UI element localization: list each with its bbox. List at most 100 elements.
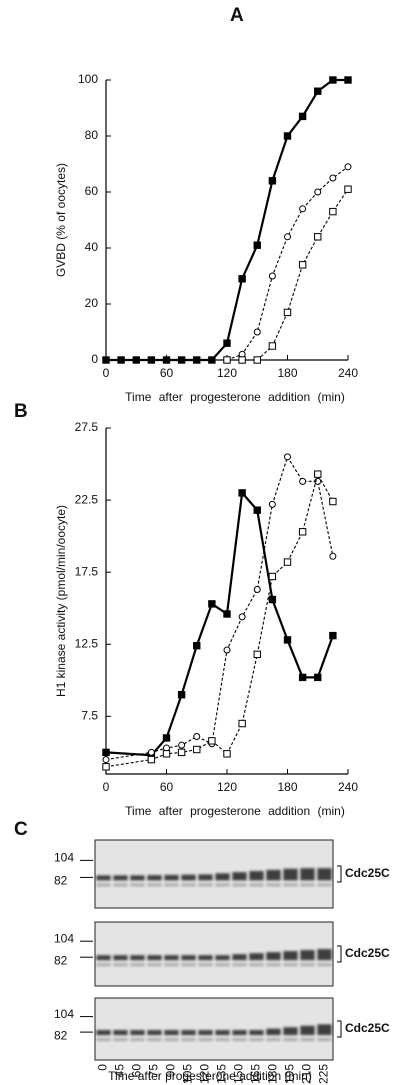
band — [130, 955, 145, 961]
panel-label: B — [14, 401, 28, 422]
band — [147, 875, 162, 881]
x-tick-label: 0 — [103, 780, 110, 794]
panel-label: C — [14, 819, 28, 840]
series-line — [106, 78, 348, 362]
mw-marker: 104 — [54, 931, 74, 945]
band — [317, 1024, 332, 1036]
band — [317, 868, 332, 881]
marker — [162, 356, 171, 364]
marker — [268, 272, 276, 280]
marker — [208, 356, 216, 364]
marker — [298, 112, 307, 121]
marker — [344, 163, 352, 171]
marker — [238, 489, 246, 497]
band — [164, 963, 179, 967]
y-tick-label: 22.5 — [75, 492, 99, 506]
band — [181, 1030, 196, 1036]
band — [232, 1030, 247, 1036]
band — [266, 869, 281, 881]
band — [266, 1038, 281, 1042]
bracket — [337, 945, 342, 963]
band — [232, 1038, 247, 1042]
marker — [208, 600, 216, 608]
marker — [329, 497, 337, 506]
x-tick-label: 180 — [277, 780, 297, 794]
band — [130, 1030, 145, 1036]
marker — [253, 585, 261, 593]
band — [147, 963, 162, 967]
mw-marker: 104 — [54, 851, 74, 865]
y-tick-label: 12.5 — [75, 636, 99, 650]
marker — [298, 528, 307, 536]
y-tick-label: 27.5 — [75, 420, 99, 434]
band — [130, 963, 145, 967]
marker — [162, 750, 171, 758]
marker — [147, 755, 156, 764]
band — [147, 1038, 162, 1042]
marker — [253, 241, 261, 249]
marker — [253, 328, 261, 336]
marker — [283, 558, 292, 566]
marker — [132, 356, 140, 364]
lane-label: 90 — [164, 1064, 178, 1078]
band — [283, 883, 298, 887]
marker — [314, 188, 322, 196]
marker — [223, 610, 231, 618]
band-label: Cdc25C — [345, 1021, 390, 1035]
band — [181, 1038, 196, 1042]
marker — [298, 673, 307, 682]
band — [300, 868, 315, 881]
y-tick-label: 60 — [85, 184, 99, 198]
band — [249, 1038, 264, 1042]
band — [181, 963, 196, 967]
marker — [329, 174, 337, 182]
x-tick-label: 120 — [217, 780, 237, 794]
marker — [253, 506, 261, 514]
band — [181, 955, 196, 961]
band — [96, 955, 111, 961]
band — [198, 874, 213, 881]
series-line — [105, 490, 334, 757]
series-line — [226, 166, 349, 361]
band — [266, 963, 281, 967]
marker — [268, 595, 277, 604]
band — [96, 875, 111, 881]
marker — [193, 745, 201, 754]
band — [147, 955, 162, 961]
marker — [178, 741, 186, 749]
y-axis-label: H1 kinase activity (pmol/min/oocyte) — [54, 505, 68, 697]
band — [96, 963, 111, 967]
lane-label: 210 — [300, 1064, 314, 1084]
marker — [238, 356, 246, 364]
marker — [284, 233, 291, 241]
bracket — [337, 1020, 342, 1038]
band — [215, 1030, 230, 1036]
x-tick-label: 0 — [103, 366, 110, 380]
band — [232, 883, 247, 887]
lane-label: 60 — [130, 1064, 144, 1078]
band — [266, 952, 281, 961]
marker — [329, 631, 337, 640]
lane-label: 165 — [249, 1064, 263, 1084]
band — [283, 868, 298, 881]
band — [317, 1038, 332, 1042]
band — [181, 874, 196, 881]
y-tick-label: 100 — [78, 72, 98, 86]
marker — [193, 356, 201, 364]
band — [300, 883, 315, 887]
band — [283, 951, 298, 961]
marker — [283, 308, 292, 317]
marker — [268, 342, 277, 350]
band — [96, 883, 111, 887]
band — [215, 1038, 230, 1042]
mw-marker: 104 — [54, 1007, 74, 1021]
lane-label: 195 — [283, 1064, 297, 1084]
band — [198, 1030, 213, 1036]
marker — [284, 453, 291, 461]
marker — [223, 646, 231, 654]
lane-label: 0 — [96, 1064, 110, 1071]
band — [300, 1025, 315, 1036]
y-tick-label: 20 — [85, 296, 99, 310]
band — [215, 955, 230, 961]
y-tick-label: 7.5 — [81, 709, 98, 723]
